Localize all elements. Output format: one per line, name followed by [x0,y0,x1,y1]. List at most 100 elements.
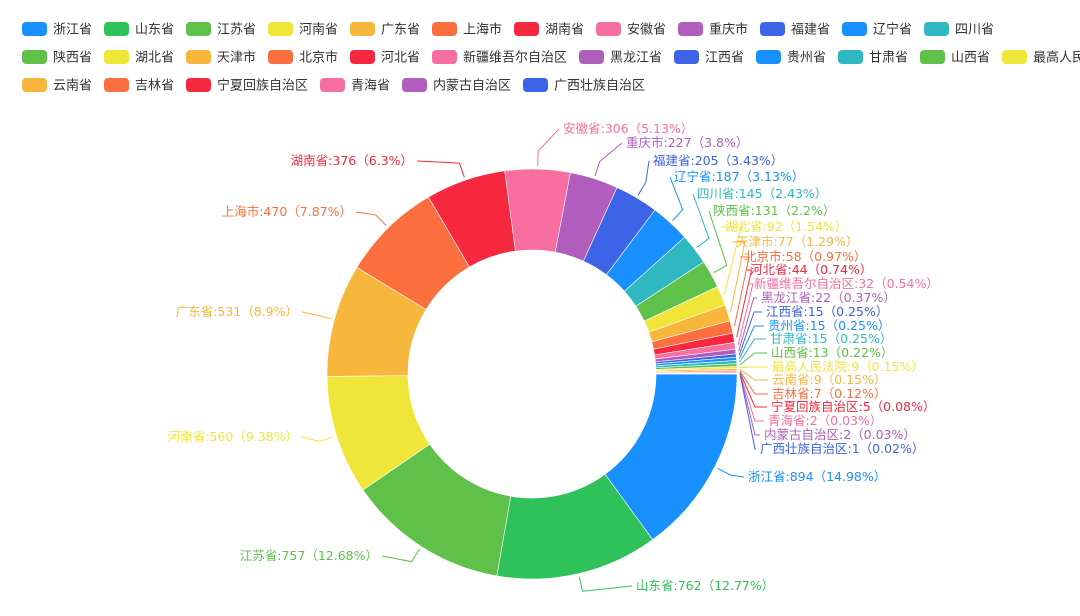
slice-label: 广西壮族自治区:1（0.02%） [760,441,924,456]
label-leader-line [301,311,332,320]
slice-label: 江苏省:757（12.68%） [240,548,378,563]
legend-item[interactable]: 北京市 [268,50,338,66]
label-leader-line [301,436,334,442]
legend-item[interactable]: 甘肃省 [838,50,908,66]
legend-swatch [104,50,130,64]
legend-item[interactable]: 吉林省 [104,78,174,94]
legend-item[interactable]: 青海省 [320,78,390,94]
legend-label: 最高人民法院 [1033,50,1080,66]
legend-label: 河南省 [299,22,338,38]
slice-label-group: 最高人民法院:9（0.15%） [739,359,924,374]
slice-label: 湖南省:376（6.3%） [291,153,413,168]
legend-item[interactable]: 黑龙江省 [579,50,662,66]
legend-item[interactable]: 湖北省 [104,50,174,66]
slice-label-group: 湖南省:376（6.3%） [291,153,465,178]
slice-label-group: 四川省:145（2.43%） [692,186,827,248]
legend-swatch [22,50,47,64]
slice-label: 浙江省:894（14.98%） [748,469,886,484]
legend-swatch [579,50,605,64]
slice-label: 甘肃省:15（0.25%） [770,331,892,346]
legend-swatch [756,50,782,64]
legend-item[interactable]: 四川省 [924,22,994,38]
legend-item[interactable]: 最高人民法院 [1002,50,1080,66]
slice-label-group: 江西省:15（0.25%） [738,304,888,356]
legend-item[interactable]: 陕西省 [22,50,92,66]
legend-label: 甘肃省 [869,51,908,66]
legend-swatch [842,22,868,36]
legend-swatch [514,22,540,36]
legend-item[interactable]: 上海市 [432,22,502,38]
slice-label-group: 宁夏回族自治区:5（0.08%） [739,372,935,414]
legend-label: 黑龙江省 [610,51,662,66]
label-leader-line [721,226,742,295]
slice-label-group: 吉林省:7（0.12%） [739,370,886,401]
legend-item[interactable]: 河北省 [350,50,420,66]
legend-label: 江西省 [705,51,744,66]
slice-label: 上海市:470（7.87%） [222,204,352,219]
slice-label-group: 浙江省:894（14.98%） [717,467,886,484]
legend-item[interactable]: 山东省 [104,22,174,38]
slice-label: 北京市:58（0.97%） [744,249,866,264]
donut-slices [326,168,738,580]
slice-labels: 浙江省:894（14.98%） 山东省:762（12.77%） 江苏省:757（12… [168,121,939,593]
label-leader-line [537,128,560,167]
slice-label-group: 广西壮族自治区:1（0.02%） [739,373,924,456]
label-leader-line [355,211,387,226]
legend-item[interactable]: 江苏省 [186,22,256,38]
legend-item[interactable]: 福建省 [760,22,830,38]
legend-item[interactable]: 内蒙古自治区 [402,78,511,94]
slice-label: 内蒙古自治区:2（0.03%） [764,427,916,442]
legend-swatch [104,78,130,92]
label-leader-line [717,467,745,478]
legend-item[interactable]: 广西壮族自治区 [523,78,645,94]
legend-label: 河北省 [381,51,420,66]
slice-label-group: 新疆维吾尔自治区:32（0.54%） [737,276,939,346]
slice-label-group: 北京市:58（0.97%） [733,249,866,327]
legend-item[interactable]: 云南省 [22,78,92,94]
label-leader-line [739,372,767,408]
legend-swatch [678,22,704,36]
legend-item[interactable]: 山西省 [920,50,990,66]
slice-label-group: 河北省:44（0.74%） [736,262,872,338]
legend-label: 安徽省 [627,23,666,38]
legend-item[interactable]: 贵州省 [756,50,826,66]
slice-label: 天津市:77（1.29%） [736,234,858,249]
legend-item[interactable]: 湖南省 [514,22,584,38]
label-leader-line [637,160,650,196]
slice-label-group: 贵州省:15（0.25%） [738,318,890,359]
slice-label-group: 福建省:205（3.43%） [637,153,783,196]
legend-item[interactable]: 广东省 [350,22,420,38]
label-leader-line [730,241,746,313]
label-leader-line [692,193,710,248]
slice-label-group: 山西省:13（0.22%） [739,345,893,366]
slice-label-group: 江苏省:757（12.68%） [240,548,421,563]
legend-item[interactable]: 新疆维吾尔自治区 [432,50,567,66]
legend-label: 四川省 [955,23,994,38]
legend-item[interactable]: 宁夏回族自治区 [186,78,308,94]
slice-label: 湖北省:92（1.54%） [725,219,847,234]
legend-swatch [268,50,294,64]
legend-label: 福建省 [791,23,830,38]
legend-item[interactable]: 重庆市 [678,22,748,38]
label-leader-line [669,176,684,221]
legend-label: 广西壮族自治区 [554,78,645,94]
slice-label: 重庆市:227（3.8%） [626,135,748,150]
legend-swatch [924,22,950,36]
legend-item[interactable]: 安徽省 [596,22,666,38]
legend-item[interactable]: 天津市 [186,50,256,66]
legend-swatch [432,50,458,64]
legend-swatch [674,50,700,64]
legend-item[interactable]: 辽宁省 [842,22,912,38]
legend-label: 辽宁省 [873,22,912,38]
slice-label: 广东省:531（8.9%） [176,304,298,319]
slice-label-group: 青海省:2（0.03%） [739,372,882,428]
legend-item[interactable]: 河南省 [268,22,338,38]
slice-label: 安徽省:306（5.13%） [563,121,693,136]
slice-label: 江西省:15（0.25%） [766,304,888,319]
legend-label: 云南省 [53,78,92,94]
slice-label: 吉林省:7（0.12%） [772,386,886,401]
legend-item[interactable]: 江西省 [674,50,744,66]
legend-swatch [268,22,294,36]
legend-item[interactable]: 浙江省 [22,22,92,38]
